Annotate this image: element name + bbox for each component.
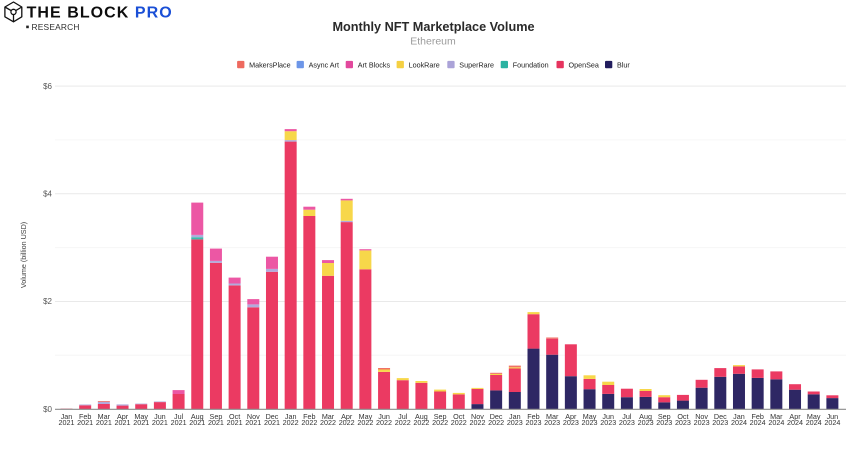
- svg-text:2022: 2022: [357, 418, 373, 427]
- svg-text:2021: 2021: [133, 418, 149, 427]
- svg-text:2023: 2023: [712, 418, 728, 427]
- svg-text:2022: 2022: [488, 418, 504, 427]
- svg-text:2021: 2021: [189, 418, 205, 427]
- svg-text:LookRare: LookRare: [409, 60, 440, 69]
- svg-text:2023: 2023: [638, 418, 654, 427]
- svg-text:2023: 2023: [656, 418, 672, 427]
- svg-text:2022: 2022: [395, 418, 411, 427]
- svg-text:$4: $4: [43, 190, 52, 199]
- svg-text:Foundation: Foundation: [513, 60, 549, 69]
- svg-text:2023: 2023: [544, 418, 560, 427]
- svg-text:2021: 2021: [208, 418, 224, 427]
- svg-text:2022: 2022: [301, 418, 317, 427]
- svg-text:2024: 2024: [768, 418, 784, 427]
- svg-text:2021: 2021: [227, 418, 243, 427]
- svg-text:2023: 2023: [582, 418, 598, 427]
- svg-text:Ethereum: Ethereum: [410, 36, 456, 48]
- svg-text:2022: 2022: [339, 418, 355, 427]
- svg-text:MakersPlace: MakersPlace: [249, 60, 291, 69]
- svg-text:Async Art: Async Art: [309, 60, 339, 69]
- svg-text:2022: 2022: [413, 418, 429, 427]
- svg-text:2023: 2023: [619, 418, 635, 427]
- svg-text:$0: $0: [43, 405, 52, 414]
- svg-text:2023: 2023: [694, 418, 710, 427]
- svg-text:2023: 2023: [526, 418, 542, 427]
- svg-text:2023: 2023: [507, 418, 523, 427]
- svg-text:2021: 2021: [77, 418, 93, 427]
- svg-text:2023: 2023: [563, 418, 579, 427]
- svg-text:2021: 2021: [59, 418, 75, 427]
- svg-text:2022: 2022: [320, 418, 336, 427]
- svg-text:2022: 2022: [451, 418, 467, 427]
- svg-text:Monthly NFT Marketplace Volume: Monthly NFT Marketplace Volume: [332, 20, 534, 34]
- svg-text:$6: $6: [43, 82, 52, 91]
- svg-text:2021: 2021: [264, 418, 280, 427]
- svg-text:THE BLOCK PRO: THE BLOCK PRO: [27, 4, 173, 21]
- svg-text:2022: 2022: [283, 418, 299, 427]
- svg-text:2021: 2021: [171, 418, 187, 427]
- svg-text:2024: 2024: [731, 418, 747, 427]
- svg-text:Blur: Blur: [617, 60, 630, 69]
- svg-text:Volume (billion USD): Volume (billion USD): [19, 222, 28, 288]
- svg-text:2024: 2024: [750, 418, 766, 427]
- svg-text:OpenSea: OpenSea: [569, 60, 599, 69]
- svg-text:2023: 2023: [600, 418, 616, 427]
- svg-text:2021: 2021: [245, 418, 261, 427]
- svg-text:2023: 2023: [675, 418, 691, 427]
- svg-text:Art Blocks: Art Blocks: [358, 60, 391, 69]
- svg-text:$2: $2: [43, 297, 52, 306]
- svg-text:2024: 2024: [824, 418, 840, 427]
- svg-text:SuperRare: SuperRare: [459, 60, 494, 69]
- svg-text:RESEARCH: RESEARCH: [32, 22, 80, 32]
- svg-text:2022: 2022: [432, 418, 448, 427]
- svg-text:2021: 2021: [115, 418, 131, 427]
- svg-text:2024: 2024: [806, 418, 822, 427]
- svg-text:2021: 2021: [152, 418, 168, 427]
- svg-text:2022: 2022: [469, 418, 485, 427]
- svg-text:2021: 2021: [96, 418, 112, 427]
- svg-text:2024: 2024: [787, 418, 803, 427]
- svg-text:2022: 2022: [376, 418, 392, 427]
